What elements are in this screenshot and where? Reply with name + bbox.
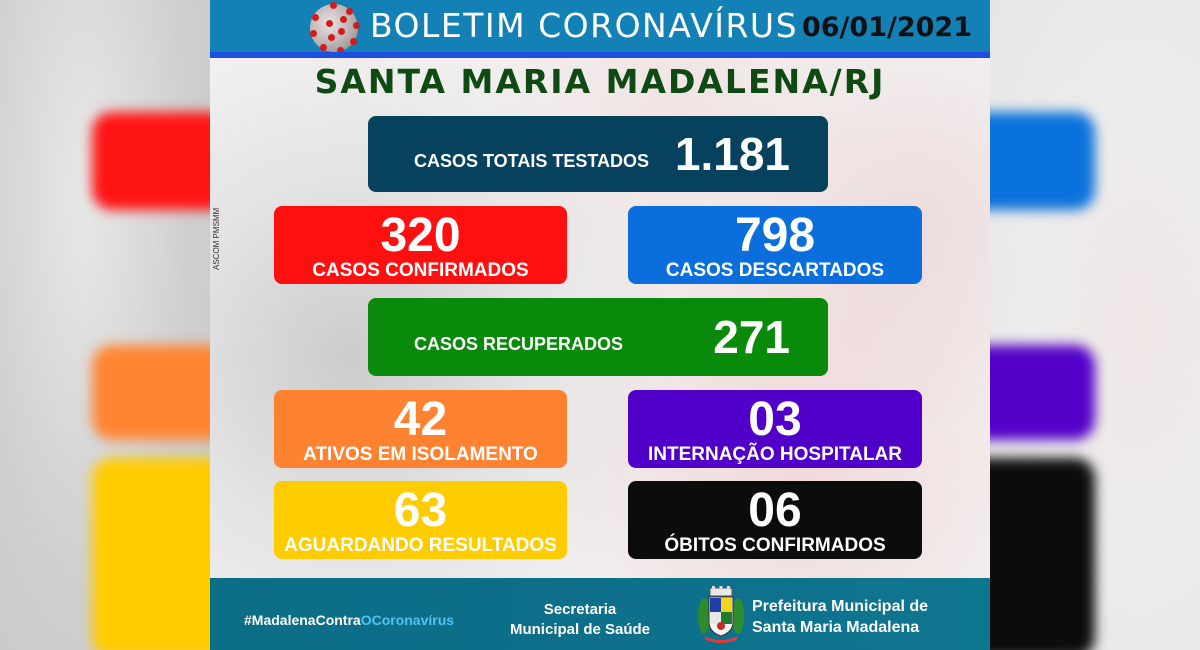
card-confirmed: 320 CASOS CONFIRMADOS [274, 206, 567, 284]
ghost-purple-card [990, 345, 1095, 440]
ghost-red-card [92, 112, 210, 210]
hospital-label: INTERNAÇÃO HOSPITALAR [647, 444, 903, 465]
discarded-value: 798 [734, 209, 816, 262]
deaths-label: ÓBITOS CONFIRMADOS [664, 535, 886, 556]
tested-label: CASOS TOTAIS TESTADOS [414, 151, 650, 171]
coronavirus-icon [310, 2, 360, 54]
card-active-isolation: 42 ATIVOS EM ISOLAMENTO [274, 390, 567, 468]
hashtag-main: #MadalenaContra [244, 612, 361, 628]
bulletin-date: 06/01/2021 [801, 12, 972, 43]
card-awaiting-results: 63 AGUARDANDO RESULTADOS [274, 481, 567, 559]
city-title: SANTA MARIA MADALENA/RJ [314, 62, 886, 101]
active-label: ATIVOS EM ISOLAMENTO [303, 444, 538, 465]
waiting-label: AGUARDANDO RESULTADOS [284, 535, 557, 556]
header-divider [210, 52, 990, 58]
image-credit: ASCOM PMSMM [212, 207, 221, 270]
deaths-value: 06 [748, 484, 802, 537]
city-hall-line-1: Prefeitura Municipal de [752, 598, 929, 615]
header-bar: BOLETIM CORONAVÍRUS 06/01/2021 [210, 0, 990, 54]
city-hall-name: Prefeitura Municipal de Santa Maria Mada… [752, 596, 928, 638]
secretariat-line-2: Municipal de Saúde [509, 621, 651, 638]
blurred-background-left [0, 0, 210, 650]
blurred-background-right [990, 0, 1200, 650]
campaign-hashtag: #MadalenaContraOCoronavírus [244, 612, 454, 628]
recovered-label: CASOS RECUPERADOS [414, 334, 624, 354]
ghost-orange-card [92, 345, 210, 440]
ghost-black-card [990, 458, 1095, 650]
confirmed-value: 320 [380, 209, 461, 262]
municipal-crest-icon [698, 586, 744, 643]
health-secretariat: Secretaria Municipal de Saúde [490, 600, 670, 640]
recovered-value: 271 [713, 311, 790, 363]
ghost-blue-card [990, 112, 1095, 210]
tested-value: 1.181 [674, 128, 790, 180]
discarded-label: CASOS DESCARTADOS [665, 260, 885, 281]
footer-bar: #MadalenaContraOCoronavírus Secretaria M… [210, 578, 990, 650]
city-hall-line-2: Santa Maria Madalena [752, 619, 920, 636]
card-tested: CASOS TOTAIS TESTADOS 1.181 [368, 116, 828, 192]
card-hospitalization: 03 INTERNAÇÃO HOSPITALAR [628, 390, 922, 468]
secretariat-line-1: Secretaria [543, 601, 617, 618]
bulletin-poster: BOLETIM CORONAVÍRUS 06/01/2021 SANTA MAR… [210, 0, 990, 650]
waiting-value: 63 [393, 484, 448, 537]
active-value: 42 [393, 393, 448, 446]
card-discarded: 798 CASOS DESCARTADOS [628, 206, 922, 284]
card-deaths: 06 ÓBITOS CONFIRMADOS [628, 481, 922, 559]
bulletin-title: BOLETIM CORONAVÍRUS [370, 6, 799, 45]
card-recovered: CASOS RECUPERADOS 271 [368, 298, 828, 376]
ghost-yellow-card [92, 458, 210, 650]
hospital-value: 03 [748, 393, 802, 446]
confirmed-label: CASOS CONFIRMADOS [312, 260, 529, 281]
hashtag-accent: OCoronavírus [360, 612, 455, 628]
